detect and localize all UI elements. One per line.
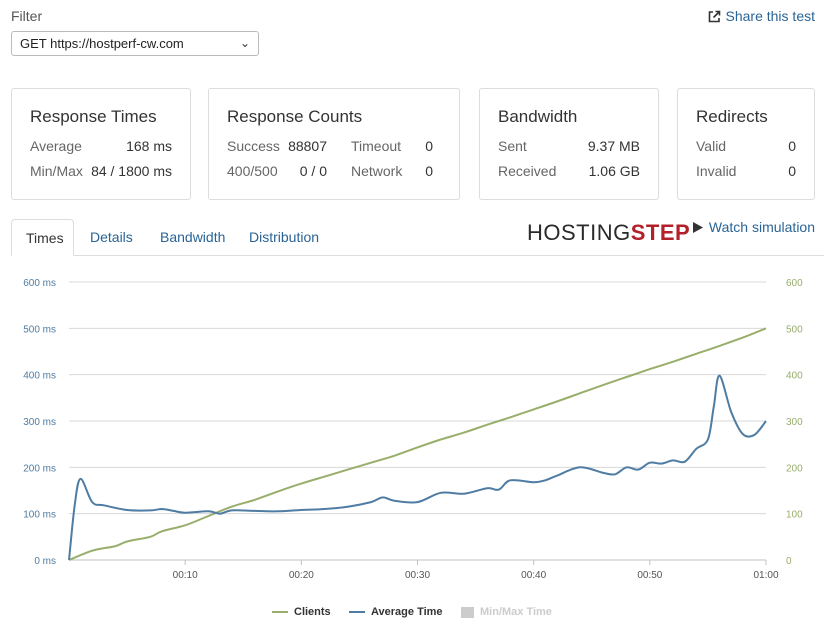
y-right-tick-label: 300	[786, 417, 803, 428]
legend-average-label: Average Time	[371, 606, 443, 618]
card-redirects: Redirects Valid 0 Invalid 0	[677, 88, 815, 200]
tab-bandwidth[interactable]: Bandwidth	[160, 229, 226, 245]
metric-label: Average	[30, 138, 82, 154]
legend-average-swatch	[349, 611, 365, 613]
metric-label: Valid	[696, 138, 727, 154]
metric-label: Network	[351, 163, 403, 179]
metric-label: Success	[227, 138, 280, 154]
x-tick-label: 00:30	[405, 570, 430, 581]
legend-minmax-time[interactable]: Min/Max Time	[461, 606, 552, 618]
y-left-tick-label: 200 ms	[23, 463, 56, 474]
metric-value: 88807	[288, 138, 327, 154]
y-right-tick-label: 600	[786, 278, 803, 289]
legend-clients[interactable]: Clients	[272, 606, 331, 618]
metric-value: 0 / 0	[299, 163, 327, 179]
legend-average-time[interactable]: Average Time	[349, 606, 443, 618]
metric-value: 1.06 GB	[588, 163, 640, 179]
card-title: Bandwidth	[498, 107, 578, 126]
watch-simulation-label: Watch simulation	[708, 219, 815, 235]
y-left-tick-label: 500 ms	[23, 324, 56, 335]
card-title: Redirects	[696, 107, 768, 126]
legend-minmax-swatch	[461, 606, 474, 618]
x-tick-label: 00:10	[173, 570, 198, 581]
card-response-counts: Response Counts Success 88807 Timeout 0 …	[208, 88, 460, 200]
y-right-tick-label: 0	[786, 556, 792, 567]
filter-label: Filter	[11, 8, 43, 24]
card-title: Response Times	[30, 107, 157, 126]
y-left-tick-label: 100 ms	[23, 510, 56, 521]
metric-label: Sent	[498, 138, 527, 154]
metric-value: 168 ms	[126, 138, 172, 154]
chevron-down-icon: ⌄	[239, 36, 250, 50]
metric-value: 0	[425, 138, 433, 154]
x-tick-label: 00:20	[289, 570, 314, 581]
filter-select[interactable]: GET https://hostperf-cw.com ⌄	[11, 31, 259, 56]
x-tick-label: 01:00	[753, 570, 778, 581]
play-icon	[692, 221, 703, 233]
y-right-tick-label: 400	[786, 371, 803, 382]
y-right-tick-label: 100	[786, 510, 803, 521]
x-tick-label: 00:50	[637, 570, 662, 581]
metric-value: 0	[788, 163, 796, 179]
share-icon	[708, 10, 720, 22]
series-line-clients	[68, 327, 767, 561]
metric-value: 0	[788, 138, 796, 154]
series-line-average-time	[68, 374, 767, 561]
tab-details[interactable]: Details	[90, 229, 133, 245]
metric-label: Timeout	[351, 138, 402, 154]
y-left-tick-label: 400 ms	[23, 371, 56, 382]
response-time-chart: 0 ms 0 100 ms 100 200 ms 200 300 ms 300 400 ms 40…	[23, 278, 803, 581]
tab-divider	[11, 255, 824, 256]
metric-label: Min/Max	[30, 163, 83, 179]
metric-label: Received	[498, 163, 557, 179]
watch-simulation-link[interactable]: Watch simulation	[692, 219, 815, 235]
y-left-tick-label: 600 ms	[23, 278, 56, 289]
share-link-label: Share this test	[725, 8, 816, 24]
x-tick-label: 00:40	[521, 570, 546, 581]
y-left-tick-label: 0 ms	[34, 556, 56, 567]
card-response-times: Response Times Average 168 ms Min/Max 84…	[11, 88, 191, 200]
card-bandwidth: Bandwidth Sent 9.37 MB Received 1.06 GB	[479, 88, 659, 200]
metric-value: 0	[425, 163, 433, 179]
y-right-tick-label: 500	[786, 324, 803, 335]
card-title: Response Counts	[227, 107, 363, 126]
legend-minmax-label: Min/Max Time	[480, 606, 552, 618]
metric-label: Invalid	[696, 163, 737, 179]
tab-times[interactable]: Times	[11, 219, 74, 256]
metric-value: 84 / 1800 ms	[91, 163, 172, 179]
tab-distribution[interactable]: Distribution	[249, 229, 320, 245]
hostingstep-logo: HOSTINGSTEP	[527, 220, 691, 245]
legend-clients-swatch	[272, 611, 288, 613]
y-right-tick-label: 200	[786, 463, 803, 474]
filter-select-value: GET https://hostperf-cw.com	[20, 36, 184, 51]
y-left-tick-label: 300 ms	[23, 417, 56, 428]
metric-value: 9.37 MB	[587, 138, 640, 154]
legend-clients-label: Clients	[294, 606, 331, 618]
metric-label: 400/500	[227, 163, 278, 179]
share-link[interactable]: Share this test	[708, 8, 816, 24]
